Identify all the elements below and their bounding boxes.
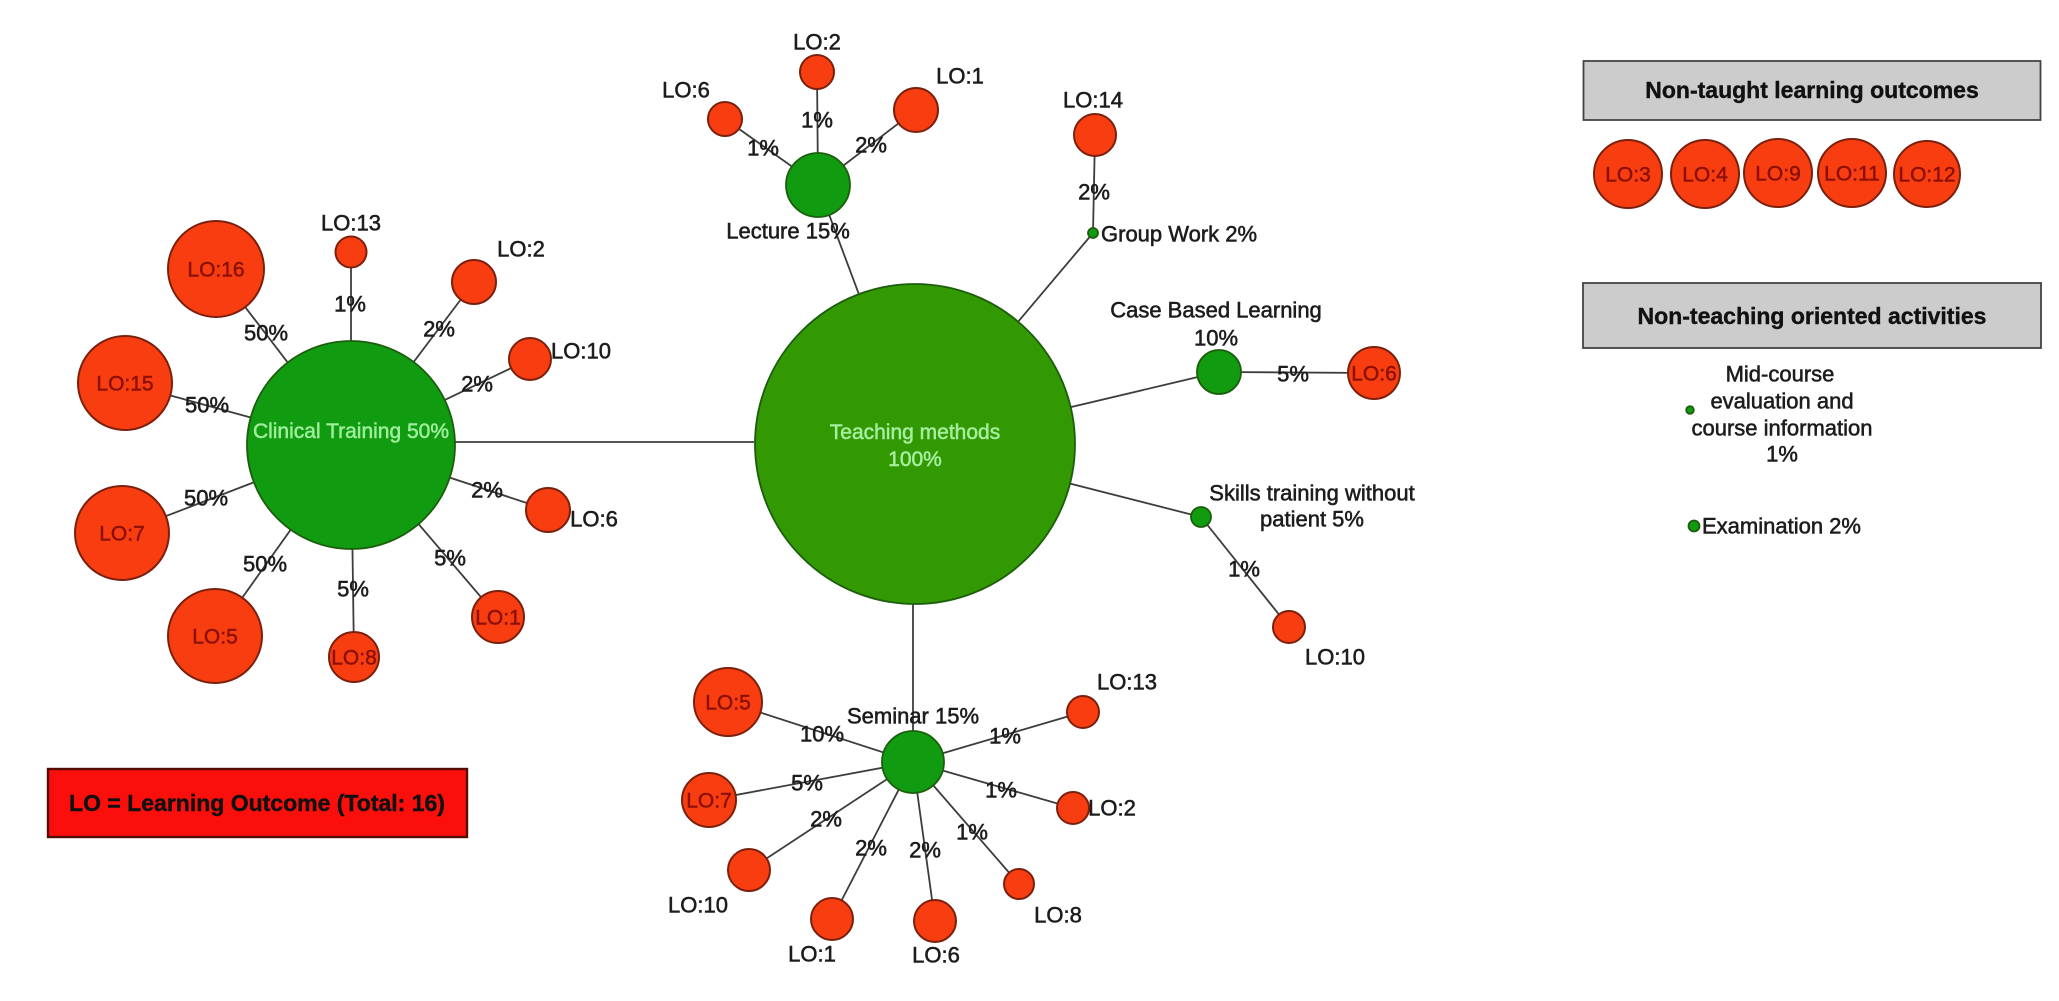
svg-text:50%: 50% (185, 393, 229, 418)
svg-text:1%: 1% (334, 292, 366, 317)
svg-text:LO:2: LO:2 (1088, 796, 1136, 821)
svg-text:LO:6: LO:6 (1351, 363, 1397, 386)
svg-text:LO:6: LO:6 (912, 943, 960, 968)
svg-text:2%: 2% (471, 478, 503, 503)
svg-text:Skills training without: Skills training without (1209, 481, 1414, 506)
svg-text:10%: 10% (800, 722, 844, 747)
svg-text:LO:16: LO:16 (187, 259, 244, 282)
svg-text:LO:6: LO:6 (570, 507, 618, 532)
svg-text:LO:10: LO:10 (551, 339, 611, 364)
svg-text:50%: 50% (184, 486, 228, 511)
svg-text:2%: 2% (461, 372, 493, 397)
svg-text:2%: 2% (909, 838, 941, 863)
svg-text:2%: 2% (855, 133, 887, 158)
svg-text:LO:1: LO:1 (788, 942, 836, 967)
svg-text:Examination 2%: Examination 2% (1702, 514, 1861, 539)
svg-text:5%: 5% (434, 546, 466, 571)
svg-text:50%: 50% (243, 552, 287, 577)
svg-text:100%: 100% (888, 448, 942, 471)
svg-text:LO:7: LO:7 (686, 790, 732, 813)
svg-text:Teaching methods: Teaching methods (830, 421, 1000, 444)
svg-text:2%: 2% (423, 317, 455, 342)
svg-text:5%: 5% (791, 771, 823, 796)
svg-text:LO:12: LO:12 (1898, 164, 1955, 187)
svg-text:LO:13: LO:13 (321, 211, 381, 236)
svg-text:5%: 5% (1277, 362, 1309, 387)
svg-text:evaluation and: evaluation and (1710, 389, 1853, 414)
svg-text:LO:8: LO:8 (331, 647, 377, 670)
svg-text:LO = Learning Outcome (Total:: LO = Learning Outcome (Total: 16) (69, 790, 445, 816)
svg-text:LO:8: LO:8 (1034, 903, 1082, 928)
svg-text:LO:7: LO:7 (99, 523, 145, 546)
svg-text:LO:5: LO:5 (192, 626, 238, 649)
svg-text:Non-teaching oriented activiti: Non-teaching oriented activities (1638, 303, 1987, 329)
svg-text:course information: course information (1692, 416, 1873, 441)
svg-text:LO:5: LO:5 (705, 692, 751, 715)
svg-text:LO:10: LO:10 (1305, 645, 1365, 670)
svg-text:10%: 10% (1194, 326, 1238, 351)
svg-text:Non-taught learning outcomes: Non-taught learning outcomes (1645, 77, 1979, 103)
svg-text:LO:1: LO:1 (475, 607, 521, 630)
svg-text:LO:9: LO:9 (1755, 163, 1801, 186)
svg-text:Case Based Learning: Case Based Learning (1110, 298, 1322, 323)
svg-text:LO:6: LO:6 (662, 78, 710, 103)
svg-text:2%: 2% (855, 836, 887, 861)
svg-text:Mid-course: Mid-course (1726, 362, 1835, 387)
svg-text:1%: 1% (801, 108, 833, 133)
svg-text:LO:3: LO:3 (1605, 164, 1651, 187)
svg-text:LO:15: LO:15 (96, 373, 153, 396)
svg-text:LO:2: LO:2 (793, 30, 841, 55)
svg-text:LO:4: LO:4 (1682, 164, 1728, 187)
svg-text:1%: 1% (1766, 442, 1798, 467)
svg-text:patient 5%: patient 5% (1260, 507, 1364, 532)
svg-text:1%: 1% (989, 724, 1021, 749)
svg-text:LO:10: LO:10 (668, 893, 728, 918)
svg-text:50%: 50% (244, 321, 288, 346)
svg-text:2%: 2% (1078, 180, 1110, 205)
svg-text:Lecture 15%: Lecture 15% (726, 219, 850, 244)
svg-text:Clinical Training 50%: Clinical Training 50% (253, 420, 449, 443)
svg-text:2%: 2% (810, 807, 842, 832)
svg-text:LO:2: LO:2 (497, 237, 545, 262)
svg-text:Group Work 2%: Group Work 2% (1101, 222, 1257, 247)
svg-text:Seminar 15%: Seminar 15% (847, 704, 979, 729)
svg-text:1%: 1% (956, 820, 988, 845)
svg-text:1%: 1% (1228, 557, 1260, 582)
svg-text:1%: 1% (985, 778, 1017, 803)
svg-text:LO:14: LO:14 (1063, 88, 1123, 113)
svg-text:1%: 1% (747, 136, 779, 161)
svg-text:LO:1: LO:1 (936, 64, 984, 89)
svg-text:LO:11: LO:11 (1824, 163, 1880, 186)
svg-text:LO:13: LO:13 (1097, 670, 1157, 695)
svg-text:5%: 5% (337, 577, 369, 602)
